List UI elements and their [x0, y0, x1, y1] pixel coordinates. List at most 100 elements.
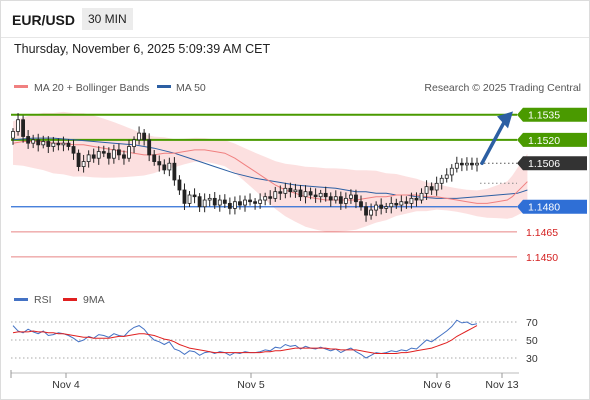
candle [157, 155, 162, 172]
candle [414, 192, 419, 207]
candle [41, 135, 46, 149]
candle [424, 180, 429, 200]
candle [51, 136, 56, 152]
candle [308, 187, 313, 200]
candle [248, 193, 252, 206]
forecast-arrow-head [497, 111, 513, 129]
level-label-1.1480: 1.1480 [528, 202, 560, 214]
candle [419, 188, 424, 204]
candle [187, 191, 192, 207]
candle [227, 197, 232, 215]
candle [71, 139, 76, 160]
forecast-arrow [480, 111, 513, 165]
forecast-arrow-shaft [480, 120, 506, 165]
candle [384, 202, 389, 213]
candle [449, 164, 454, 182]
candle [470, 157, 474, 170]
candle [238, 195, 242, 210]
candle [359, 195, 363, 211]
candle [278, 185, 283, 200]
candle [106, 147, 111, 165]
symbol-label: EUR/USD [12, 12, 76, 28]
candle [394, 198, 399, 209]
candle [147, 133, 152, 162]
level-label-1.1450: 1.1450 [526, 252, 558, 264]
rsi-panel: 70 50 30 [11, 317, 538, 365]
candle [298, 185, 303, 201]
rsi-ma-legend-label: 9MA [83, 294, 105, 306]
candle [293, 183, 298, 198]
candle [273, 186, 278, 202]
level-tag-1.1480 [517, 199, 587, 214]
candle [369, 203, 374, 220]
x-tick-label: Nov 13 [485, 379, 518, 391]
bollinger-band [13, 111, 528, 232]
rsi-tick-30: 30 [526, 353, 538, 365]
rsi-line [12, 319, 478, 359]
candle [439, 174, 444, 190]
candle [429, 182, 434, 195]
candle [192, 188, 197, 204]
x-axis-ticks: Nov 4 Nov 5 Nov 6 Nov 13 [10, 370, 519, 391]
candle [101, 145, 106, 158]
candle [137, 126, 142, 145]
candle [253, 198, 258, 210]
candle [217, 194, 222, 212]
candle [328, 192, 333, 207]
candle [263, 192, 268, 206]
candle [177, 175, 182, 195]
ma50-legend-swatch [157, 85, 171, 88]
chart-header: EUR/USD 30 MIN [1, 1, 589, 38]
source-credit: Research © 2025 Trading Central [424, 82, 581, 94]
candle [31, 134, 36, 149]
candle [475, 157, 479, 172]
candle [61, 136, 66, 152]
rsi-ma-line [12, 325, 478, 354]
candle [313, 188, 318, 203]
level-tag-1.1535 [517, 107, 587, 122]
candle [76, 149, 81, 172]
rsi-legend-label: RSI [34, 294, 52, 306]
candle [142, 129, 147, 146]
rsi-ma-legend-swatch [63, 298, 77, 301]
candle [243, 195, 247, 212]
candle [454, 156, 459, 173]
candle [81, 154, 86, 173]
level-lines [11, 113, 517, 258]
ma50-legend-label: MA 50 [176, 82, 206, 94]
candle [389, 196, 394, 214]
candle [36, 133, 41, 152]
candle [399, 195, 404, 212]
level-label-1.1520: 1.1520 [528, 135, 560, 147]
candle [91, 148, 96, 163]
candle [66, 139, 71, 151]
candle [26, 130, 31, 149]
x-tick-label: Nov 6 [423, 379, 451, 391]
candle [303, 185, 308, 204]
candle [288, 182, 293, 198]
level-tag-1.1506 [517, 156, 587, 171]
candle [464, 157, 469, 171]
candle [16, 113, 20, 136]
candle [46, 136, 51, 154]
rsi-tick-50: 50 [526, 335, 538, 347]
candle [207, 193, 212, 207]
ma20-legend-label: MA 20 + Bollinger Bands [34, 82, 149, 94]
timeframe-button[interactable]: 30 MIN [82, 8, 133, 30]
candle [167, 157, 172, 177]
rsi-tick-70: 70 [526, 317, 538, 329]
level-tag-1.1520 [517, 132, 587, 147]
candle [122, 150, 126, 165]
candle [212, 192, 217, 209]
candle [222, 194, 227, 208]
candle [283, 182, 288, 199]
candle [258, 193, 263, 209]
bollinger-band-area [13, 111, 528, 232]
candle [459, 158, 464, 172]
candle [338, 191, 343, 210]
candle [444, 168, 449, 183]
candle [56, 138, 61, 151]
x-tick-label: Nov 4 [52, 379, 80, 391]
